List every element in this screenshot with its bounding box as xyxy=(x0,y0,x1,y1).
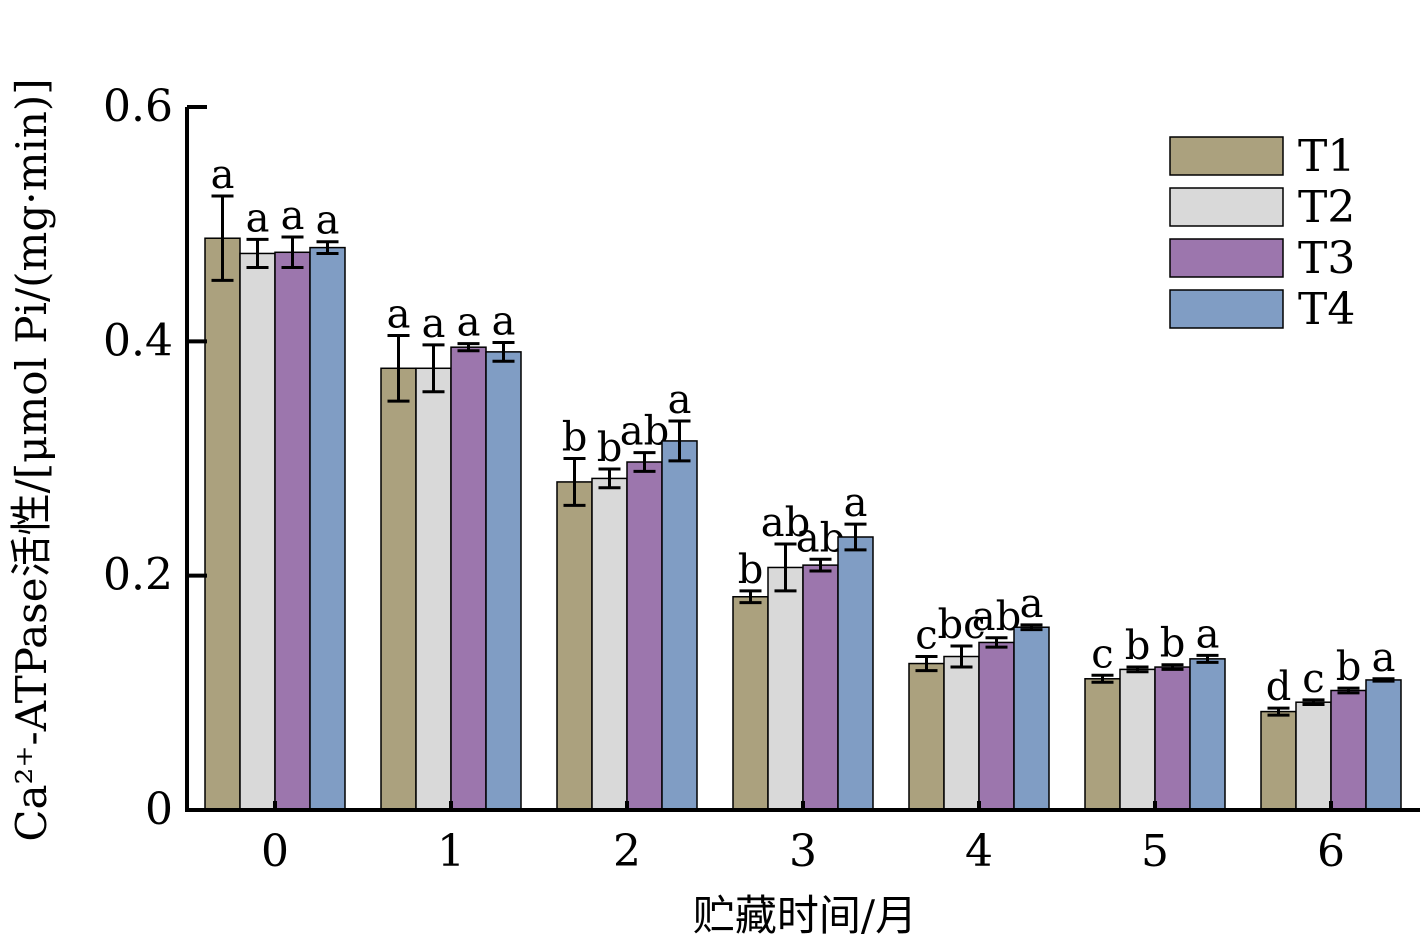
bar-T2-0 xyxy=(239,252,276,811)
significance-letter-T1-3: b xyxy=(738,547,764,593)
significance-letter-T4-3: a xyxy=(844,480,868,526)
bar-T1-6 xyxy=(1260,710,1297,811)
bar-T3-5 xyxy=(1154,666,1191,811)
significance-letter-T3-3: ab xyxy=(796,515,845,561)
bar-T3-2 xyxy=(626,461,663,811)
bar-T1-3 xyxy=(732,596,769,811)
significance-letter-T2-2: b xyxy=(597,425,623,471)
significance-letter-T2-6: c xyxy=(1302,656,1324,702)
y-axis-title: Ca²⁺-ATPase活性/[μmol Pi/(mg·min)] xyxy=(7,78,56,841)
significance-letter-T1-5: c xyxy=(1091,631,1113,677)
x-axis-title: 贮藏时间/月 xyxy=(693,891,917,940)
bar-T3-4 xyxy=(978,641,1015,811)
significance-letter-T3-4: ab xyxy=(972,594,1021,640)
significance-letter-T3-1: a xyxy=(457,300,481,346)
significance-letter-T3-6: b xyxy=(1336,644,1362,690)
y-tick-label-0.2: 0.2 xyxy=(103,550,173,601)
legend-swatch-T3 xyxy=(1169,238,1284,278)
bar-T4-6 xyxy=(1365,679,1402,811)
legend-swatch-T4 xyxy=(1169,289,1284,329)
legend-label-T4: T4 xyxy=(1298,284,1355,335)
significance-letter-T2-0: a xyxy=(246,195,270,241)
bar-T1-2 xyxy=(556,481,593,811)
significance-letter-T2-5: b xyxy=(1125,623,1151,669)
legend-label-T2: T2 xyxy=(1298,182,1355,233)
significance-letter-T1-4: c xyxy=(915,613,937,659)
significance-letter-T4-2: a xyxy=(668,377,692,423)
significance-letter-T4-6: a xyxy=(1372,635,1396,681)
legend-label-T3: T3 xyxy=(1298,233,1355,284)
bar-T3-1 xyxy=(450,346,487,811)
x-tick-label-3: 3 xyxy=(789,826,817,877)
significance-letter-T2-1: a xyxy=(422,301,446,347)
y-tick-label-0.6: 0.6 xyxy=(103,81,173,132)
bar-T1-4 xyxy=(908,662,945,811)
significance-letter-T1-0: a xyxy=(211,152,235,198)
bar-T2-5 xyxy=(1119,668,1156,811)
bar-T1-1 xyxy=(380,367,417,811)
bar-T2-2 xyxy=(591,477,628,811)
axes-layer: 0 1 2 3 4 5 6 0 0.2 0.4 0.6 xyxy=(103,81,1420,877)
bar-T3-0 xyxy=(274,251,311,811)
significance-letter-T4-5: a xyxy=(1196,611,1220,657)
bar-T3-3 xyxy=(802,564,839,811)
x-tick-label-1: 1 xyxy=(437,826,465,877)
x-tick-label-6: 6 xyxy=(1317,826,1345,877)
legend-swatch-T1 xyxy=(1169,136,1284,176)
significance-letter-T3-2: ab xyxy=(620,409,669,455)
y-tick-label-0.4: 0.4 xyxy=(103,315,173,366)
bar-T4-4 xyxy=(1013,626,1050,811)
x-tick-label-2: 2 xyxy=(613,826,641,877)
significance-letter-T2-4: bc xyxy=(937,602,985,648)
bar-T1-0 xyxy=(204,237,241,811)
bar-T1-5 xyxy=(1084,678,1121,811)
legend-label-T1: T1 xyxy=(1298,131,1355,182)
significance-letter-T2-3: ab xyxy=(761,500,810,546)
bar-T2-1 xyxy=(415,367,452,811)
significance-letter-T1-2: b xyxy=(562,415,588,461)
x-tick-label-4: 4 xyxy=(965,826,993,877)
significance-letter-T4-1: a xyxy=(492,299,516,345)
y-tick-label-0: 0 xyxy=(145,784,173,835)
x-tick-label-0: 0 xyxy=(261,826,289,877)
significance-letter-T3-0: a xyxy=(281,193,305,239)
significance-letter-T4-4: a xyxy=(1020,581,1044,627)
x-tick-label-5: 5 xyxy=(1141,826,1169,877)
bar-T2-4 xyxy=(943,655,980,811)
bar-T2-3 xyxy=(767,566,804,811)
significance-letter-T1-6: d xyxy=(1266,664,1292,710)
bar-T4-3 xyxy=(837,536,874,811)
bar-T4-5 xyxy=(1189,658,1226,811)
significance-letter-T3-5: b xyxy=(1160,621,1186,667)
bar-T3-6 xyxy=(1330,689,1367,811)
bar-T4-2 xyxy=(661,440,698,811)
significance-letter-T1-1: a xyxy=(387,291,411,337)
significance-letter-T4-0: a xyxy=(316,198,340,244)
bar-T4-1 xyxy=(485,351,522,811)
bar-T4-0 xyxy=(309,246,346,811)
bar-T2-6 xyxy=(1295,701,1332,811)
legend-swatch-T2 xyxy=(1169,187,1284,227)
